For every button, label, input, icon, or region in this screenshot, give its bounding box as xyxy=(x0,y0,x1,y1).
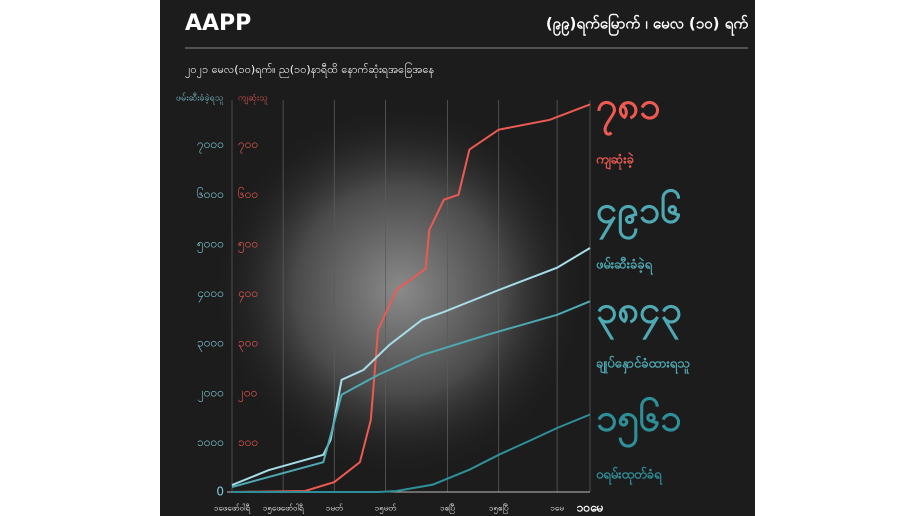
y-tick-label: ၇၀၀၀ xyxy=(197,137,224,154)
y2-axis-title: ကျဆုံးသူ xyxy=(238,94,268,105)
y-axis-title: ဖမ်းဆီးခံခဲ့ရသူ xyxy=(176,93,224,105)
series-line xyxy=(231,103,591,493)
y-tick-label: 0 xyxy=(216,485,224,499)
x-tick-label: ၁ဧပြီ xyxy=(440,503,455,515)
y2-tick-label: ၁၀၀ xyxy=(238,435,258,449)
brand: AAPP xyxy=(185,11,251,36)
x-tick-label: ၁မတ် xyxy=(326,503,343,513)
y2-tick-label: ၃၀၀ xyxy=(238,336,258,353)
series-line xyxy=(231,247,591,487)
y-tick-label: ၃၀၀၀ xyxy=(197,336,224,353)
legend-label: ကျဆုံးခဲ့ xyxy=(596,152,635,170)
y-tick-label: ၂၀၀၀ xyxy=(198,385,224,402)
x-tick-label: ၁၅မတ် xyxy=(375,503,396,515)
y2-tick-label: ၇၀၀ xyxy=(238,137,258,154)
x-tick-label: ၁ဖေဖော်ဝါရီ xyxy=(214,503,250,515)
y2-tick-label: ၂၀၀ xyxy=(238,385,257,402)
x-tick-label: ၁မေ xyxy=(550,504,563,513)
series-line xyxy=(231,300,591,488)
y-tick-label: ၁၀၀၀ xyxy=(197,435,224,449)
y-tick-label: ၄၀၀၀ xyxy=(197,286,224,303)
x-tick-label: ၁၀မေ xyxy=(577,501,604,515)
y-tick-label: ၆၀၀၀ xyxy=(197,186,224,201)
y2-tick-label: ၄၀၀ xyxy=(238,286,258,303)
y2-tick-label: ၅၀၀ xyxy=(238,236,258,253)
legend-label: ဝရမ်းထုတ်ခံရ xyxy=(596,466,663,486)
y2-tick-label: ၆၀၀ xyxy=(238,186,258,201)
legend-label: ဖမ်းဆီးခံခဲ့ရ xyxy=(596,256,654,276)
series-line xyxy=(232,413,591,493)
chart-subtitle: ၂၀၂၁ မေလ(၁၀)ရက်။ ည(၁၀)နာရီထိ နောက်ဆုံးရအ… xyxy=(185,62,434,78)
legend-label: ချုပ်နှောင်ခံထားရသူ xyxy=(596,355,690,375)
y-tick-label: ၅၀၀၀ xyxy=(197,236,224,253)
x-tick-label: ၁၅ဧပြီ xyxy=(489,503,509,515)
x-tick-label: ၁၅ဖေဖော်ဝါရီ xyxy=(263,503,304,515)
background-photo xyxy=(210,100,590,480)
